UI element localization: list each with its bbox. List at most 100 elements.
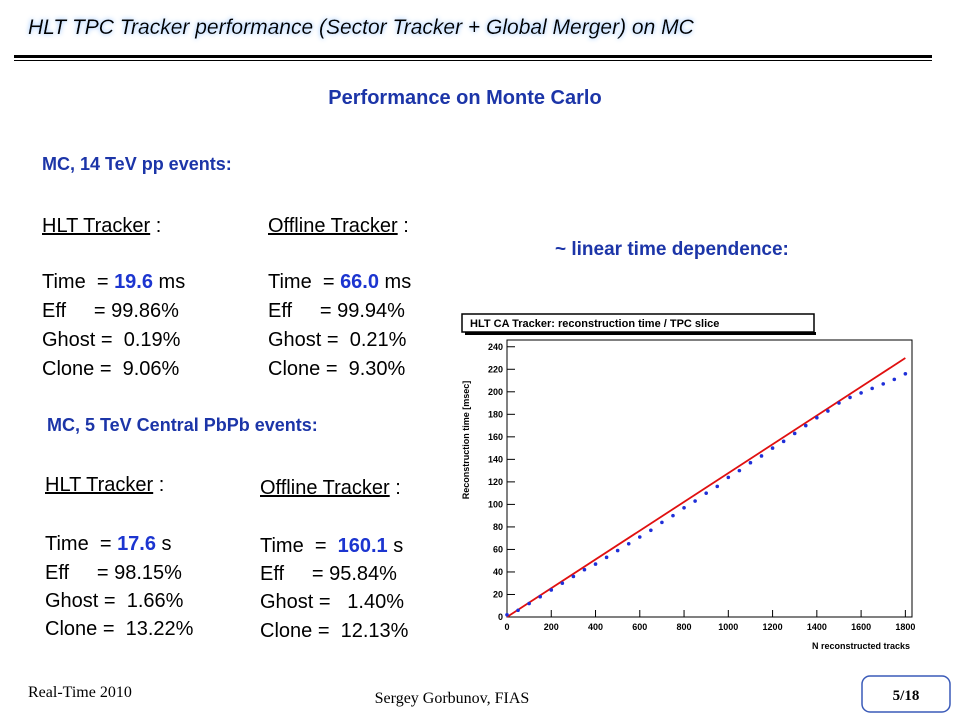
- y-tick-label: 220: [488, 364, 503, 374]
- time-row: Time = 160.1 s: [260, 535, 403, 557]
- data-point: [781, 439, 786, 444]
- data-point: [870, 386, 874, 391]
- chart-caption: ~ linear time dependence:: [555, 239, 789, 260]
- data-point: [715, 484, 720, 489]
- data-point: [792, 431, 797, 436]
- data-point: [649, 528, 653, 533]
- section-heading: MC, 5 TeV Central PbPb events:: [47, 415, 318, 435]
- metric-row: Eff = 95.84%: [260, 563, 397, 585]
- data-point: [748, 460, 753, 465]
- time-unit: s: [156, 533, 172, 555]
- data-point: [848, 395, 852, 400]
- page-box: [861, 675, 951, 713]
- data-point: [759, 454, 764, 458]
- data-point: [682, 505, 686, 510]
- tracker-heading: HLT Tracker :: [42, 215, 161, 237]
- chart-image: [460, 310, 916, 653]
- data-point: [626, 542, 631, 546]
- data-point: [803, 423, 808, 428]
- chart-title-shadow: [465, 332, 816, 335]
- time-label: Time =: [268, 271, 340, 293]
- page-number: 5/18: [893, 688, 920, 704]
- metric-row: Ghost = 0.21%: [268, 329, 407, 351]
- fit-line: [506, 357, 906, 618]
- data-point: [527, 601, 531, 606]
- data-point: [892, 377, 897, 382]
- footer-center: Sergey Gorbunov, FIAS: [375, 690, 530, 707]
- x-tick-label: 800: [677, 622, 692, 632]
- time-value: 160.1: [338, 535, 388, 557]
- metric-row: Clone = 13.22%: [45, 618, 194, 640]
- subtitle: Performance on Monte Carlo: [328, 87, 601, 109]
- metric-row: Clone = 9.06%: [42, 358, 180, 380]
- metric-row: Ghost = 0.19%: [42, 329, 181, 351]
- data-point: [516, 608, 520, 613]
- tracker-heading: Offline Tracker :: [268, 215, 409, 237]
- data-point: [671, 513, 675, 518]
- data-point: [604, 555, 609, 560]
- y-tick-label: 60: [493, 544, 503, 554]
- data-point: [560, 581, 565, 586]
- metric-row: Eff = 99.94%: [268, 300, 405, 322]
- chart-title: HLT CA Tracker: reconstruction time / TP…: [470, 318, 719, 330]
- metric-row: Clone = 9.30%: [268, 358, 406, 380]
- data-point: [538, 594, 542, 599]
- metric-row: Eff = 98.15%: [45, 562, 182, 584]
- y-tick-label: 40: [493, 567, 503, 577]
- time-value: 66.0: [340, 271, 379, 293]
- y-tick-label: 120: [488, 477, 503, 487]
- slide-title: HLT TPC Tracker performance (Sector Trac…: [28, 16, 695, 39]
- data-point: [770, 446, 775, 450]
- metric-row: Ghost = 1.66%: [45, 590, 184, 612]
- tracker-colon: :: [150, 215, 161, 237]
- x-axis-label: N reconstructed tracks: [812, 641, 910, 651]
- tracker-name: HLT Tracker: [45, 474, 154, 496]
- tracker-heading: Offline Tracker :: [260, 477, 401, 499]
- x-tick-label: 1800: [895, 622, 915, 632]
- data-point: [505, 612, 509, 617]
- time-value: 17.6: [117, 533, 156, 555]
- tracker-colon: :: [398, 215, 409, 237]
- metric-row: Eff = 99.86%: [42, 300, 179, 322]
- y-tick-label: 180: [488, 409, 503, 419]
- data-point: [837, 401, 841, 405]
- time-row: Time = 66.0 ms: [268, 271, 411, 293]
- data-point: [726, 475, 731, 480]
- y-tick-label: 160: [488, 432, 503, 442]
- tracker-name: Offline Tracker: [268, 215, 398, 237]
- footer-left: Real-Time 2010: [28, 684, 132, 701]
- metric-row: Ghost = 1.40%: [260, 591, 404, 613]
- x-tick-label: 600: [632, 622, 647, 632]
- time-label: Time =: [45, 533, 117, 555]
- time-label: Time =: [260, 535, 338, 557]
- time-row: Time = 19.6 ms: [42, 271, 185, 293]
- x-tick-label: 1600: [851, 622, 871, 632]
- x-tick-label: 0: [504, 622, 509, 632]
- x-tick-label: 1200: [763, 622, 783, 632]
- y-tick-label: 100: [488, 499, 503, 509]
- tracker-colon: :: [153, 474, 164, 496]
- time-value: 19.6: [114, 271, 153, 293]
- time-unit: ms: [153, 271, 185, 293]
- title-rule: [14, 60, 932, 61]
- data-point: [593, 562, 598, 566]
- y-tick-label: 80: [493, 522, 503, 532]
- tracker-colon: :: [390, 477, 401, 499]
- tracker-name: HLT Tracker: [42, 215, 151, 237]
- tracker-heading: HLT Tracker :: [45, 474, 164, 496]
- data-point: [615, 548, 620, 553]
- data-point: [549, 588, 554, 592]
- time-unit: ms: [379, 271, 411, 293]
- section-heading: MC, 14 TeV pp events:: [42, 154, 232, 174]
- data-point: [582, 567, 587, 572]
- x-tick-label: 1400: [807, 622, 827, 632]
- y-tick-label: 200: [488, 387, 503, 397]
- y-axis-label: Reconstruction time [msec]: [461, 381, 471, 500]
- y-tick-label: 20: [493, 589, 503, 599]
- time-unit: s: [388, 535, 404, 557]
- data-point: [737, 468, 742, 473]
- data-point: [660, 520, 664, 525]
- data-point: [859, 391, 863, 395]
- data-point: [571, 574, 576, 579]
- data-point: [903, 371, 908, 376]
